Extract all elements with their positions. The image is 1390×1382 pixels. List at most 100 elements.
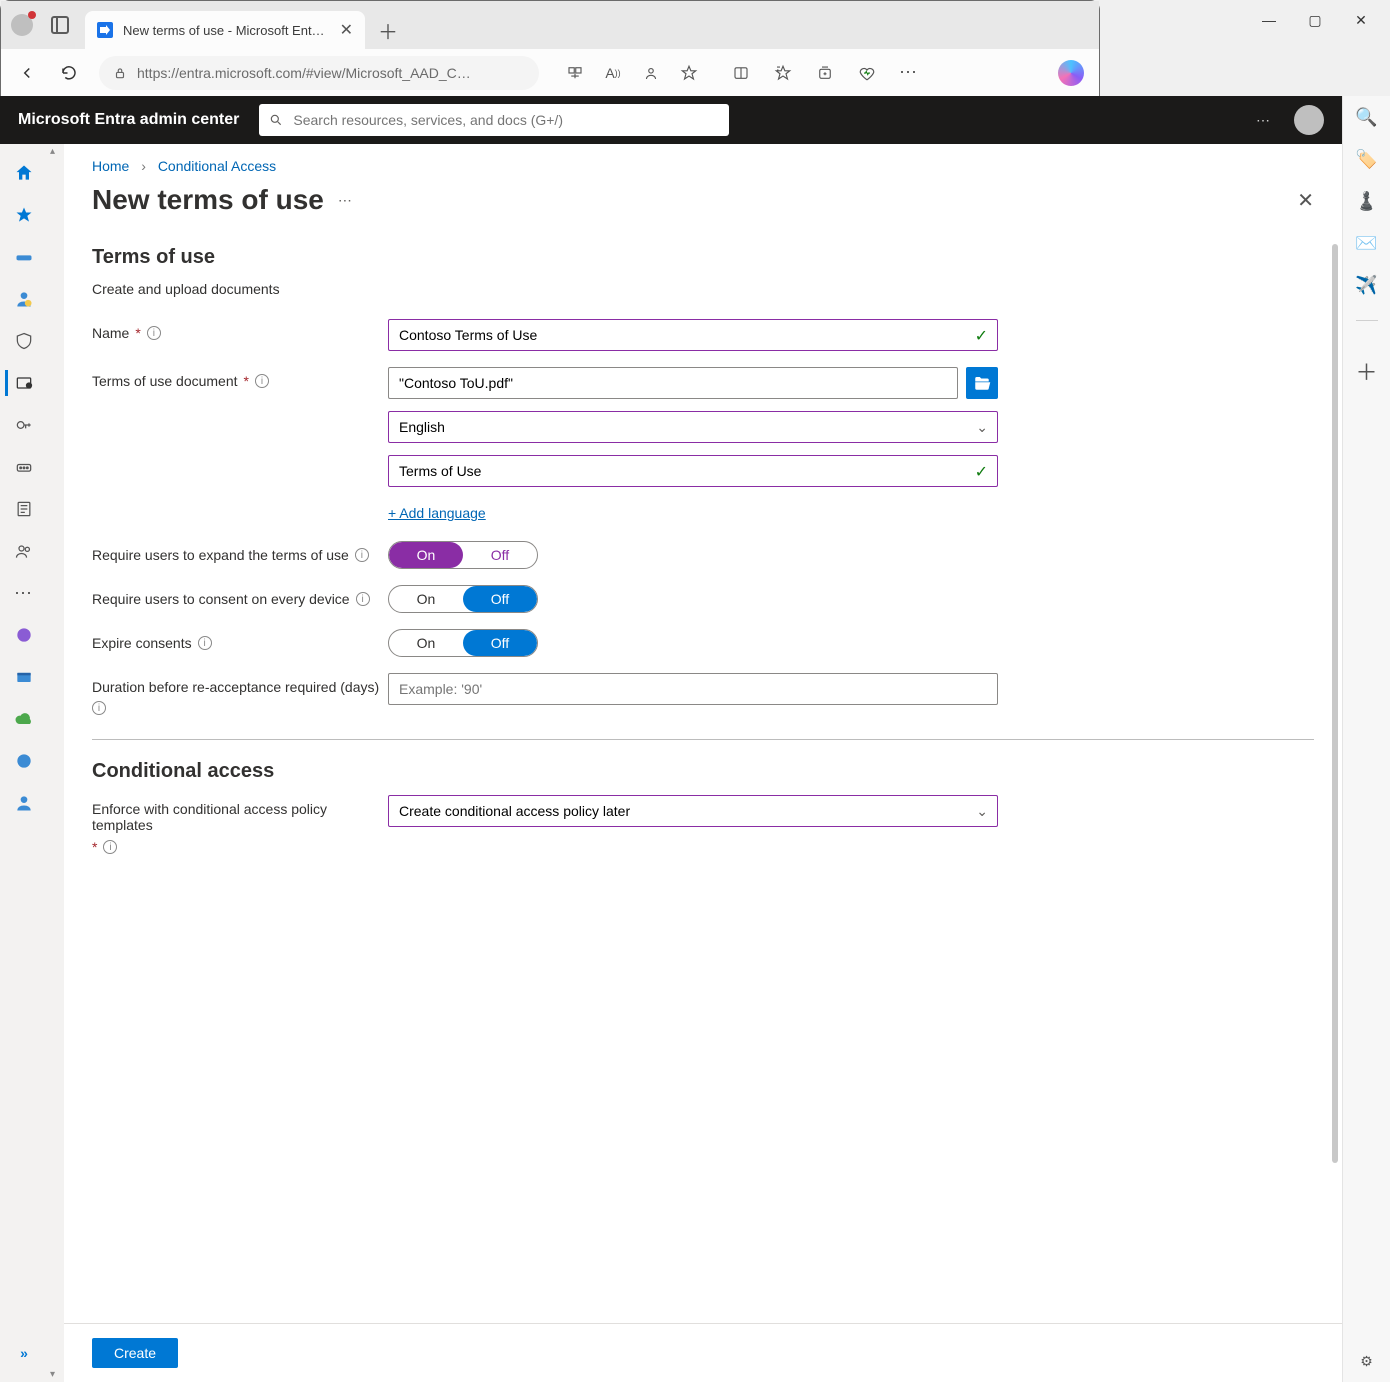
required-mark: * — [92, 839, 97, 855]
duration-label: Duration before re-acceptance required (… — [92, 679, 379, 695]
folder-icon — [973, 374, 991, 392]
nav-identity-governance-icon[interactable] — [5, 364, 43, 402]
search-icon — [269, 113, 283, 127]
collections-icon[interactable] — [807, 55, 843, 91]
window-close-button[interactable]: ✕ — [1338, 4, 1384, 36]
favorites-list-icon[interactable] — [765, 55, 801, 91]
browser-tab[interactable]: New terms of use - Microsoft Ent… ✕ — [85, 11, 365, 49]
nav-person-icon[interactable] — [5, 784, 43, 822]
nav-rail: ◂ ⋯ » — [0, 144, 48, 1382]
consent-device-toggle[interactable]: On Off — [388, 585, 538, 613]
info-icon[interactable]: i — [147, 326, 161, 340]
ca-templates-label: Enforce with conditional access policy t… — [92, 801, 388, 833]
nav-app-icon[interactable] — [5, 616, 43, 654]
nav-billing-icon[interactable] — [5, 490, 43, 528]
health-icon[interactable] — [849, 55, 885, 91]
info-icon[interactable]: i — [103, 840, 117, 854]
nav-scrollbar[interactable] — [48, 144, 64, 1382]
info-icon[interactable]: i — [255, 374, 269, 388]
header-avatar-icon[interactable] — [1294, 105, 1324, 135]
tab-title: New terms of use - Microsoft Ent… — [123, 23, 330, 38]
footer-bar: Create — [64, 1323, 1342, 1382]
split-screen-icon[interactable] — [723, 55, 759, 91]
toggle-off-label: Off — [463, 586, 537, 612]
info-icon[interactable]: i — [355, 548, 369, 562]
expand-toggle[interactable]: On Off — [388, 541, 538, 569]
nav-card-icon[interactable] — [5, 658, 43, 696]
section-ca-heading: Conditional access — [92, 760, 1314, 783]
nav-home-icon[interactable] — [5, 154, 43, 192]
nav-favorites-icon[interactable] — [5, 196, 43, 234]
content-scrollbar[interactable] — [1330, 244, 1338, 1163]
sidebar-settings-icon[interactable]: ⚙ — [1360, 1353, 1373, 1370]
nav-expand-icon[interactable]: » — [5, 1334, 43, 1372]
section-divider — [92, 739, 1314, 740]
expire-toggle[interactable]: On Off — [388, 629, 538, 657]
browser-more-icon[interactable]: ⋯ — [891, 55, 927, 91]
url-box[interactable]: https://entra.microsoft.com/#view/Micros… — [99, 56, 539, 90]
nav-groups-icon[interactable] — [5, 532, 43, 570]
window-maximize-button[interactable]: ▢ — [1292, 4, 1338, 36]
nav-cloud-icon[interactable] — [5, 700, 43, 738]
browser-titlebar: New terms of use - Microsoft Ent… ✕ ＋ — … — [1, 1, 1099, 49]
nav-password-icon[interactable] — [5, 448, 43, 486]
sidebar-outlook-icon[interactable]: ✉️ — [1356, 232, 1378, 254]
valid-check-icon: ✓ — [975, 462, 988, 482]
create-button[interactable]: Create — [92, 1338, 178, 1368]
portal-brand[interactable]: Microsoft Entra admin center — [18, 111, 239, 129]
add-language-link[interactable]: + Add language — [388, 505, 486, 521]
expire-label: Expire consents — [92, 635, 192, 651]
name-label: Name — [92, 325, 129, 341]
app-install-icon[interactable] — [557, 55, 593, 91]
name-input[interactable] — [388, 319, 998, 351]
ca-template-select[interactable] — [388, 795, 998, 827]
doc-file-input[interactable] — [388, 367, 958, 399]
valid-check-icon: ✓ — [975, 326, 988, 346]
breadcrumb: Home › Conditional Access — [92, 158, 1314, 174]
window-minimize-button[interactable]: — — [1246, 4, 1292, 36]
nav-users-icon[interactable] — [5, 280, 43, 318]
sidebar-shopping-icon[interactable]: 🏷️ — [1356, 148, 1378, 170]
nav-diagnose-icon[interactable] — [5, 238, 43, 276]
url-text: https://entra.microsoft.com/#view/Micros… — [137, 65, 471, 81]
sidebar-games-icon[interactable]: ♟️ — [1356, 190, 1378, 212]
back-button[interactable] — [9, 55, 45, 91]
sidebar-add-icon[interactable]: ＋ — [1355, 355, 1377, 387]
copilot-icon[interactable] — [1051, 53, 1091, 93]
nav-auth-methods-icon[interactable] — [5, 406, 43, 444]
doc-displayname-input[interactable] — [388, 455, 998, 487]
nav-more-icon[interactable]: ⋯ — [5, 574, 43, 612]
new-tab-button[interactable]: ＋ — [373, 15, 403, 45]
doc-language-select[interactable] — [388, 411, 998, 443]
browser-address-bar: https://entra.microsoft.com/#view/Micros… — [1, 49, 1099, 97]
lock-icon — [113, 66, 127, 80]
portal-header: Microsoft Entra admin center ⋯ — [0, 96, 1342, 144]
nav-globe-icon[interactable] — [5, 742, 43, 780]
tab-close-icon[interactable]: ✕ — [340, 20, 353, 40]
favorite-star-icon[interactable] — [671, 55, 707, 91]
blade-close-icon[interactable]: ✕ — [1297, 188, 1314, 213]
required-mark: * — [244, 373, 249, 389]
info-icon[interactable]: i — [198, 636, 212, 650]
browser-profile-icon[interactable] — [11, 14, 33, 36]
read-aloud-icon[interactable]: A)) — [595, 55, 631, 91]
global-search[interactable] — [259, 104, 729, 136]
tab-overview-icon[interactable] — [51, 16, 69, 34]
breadcrumb-home[interactable]: Home — [92, 158, 129, 174]
breadcrumb-conditional-access[interactable]: Conditional Access — [158, 158, 276, 174]
header-more-icon[interactable]: ⋯ — [1256, 112, 1272, 129]
page-more-icon[interactable]: ⋯ — [338, 192, 354, 209]
tab-favicon — [97, 22, 113, 38]
browse-file-button[interactable] — [966, 367, 998, 399]
sidebar-send-icon[interactable]: ✈️ — [1356, 274, 1378, 296]
edge-sidebar: 🔍 🏷️ ♟️ ✉️ ✈️ ＋ ⚙ — [1342, 96, 1390, 1382]
sidebar-search-icon[interactable]: 🔍 — [1356, 106, 1378, 128]
nav-protection-icon[interactable] — [5, 322, 43, 360]
info-icon[interactable]: i — [92, 701, 106, 715]
toggle-off-label: Off — [463, 542, 537, 568]
info-icon[interactable]: i — [356, 592, 370, 606]
global-search-input[interactable] — [293, 112, 719, 128]
duration-input[interactable] — [388, 673, 998, 705]
refresh-button[interactable] — [51, 55, 87, 91]
account-icon[interactable] — [633, 55, 669, 91]
